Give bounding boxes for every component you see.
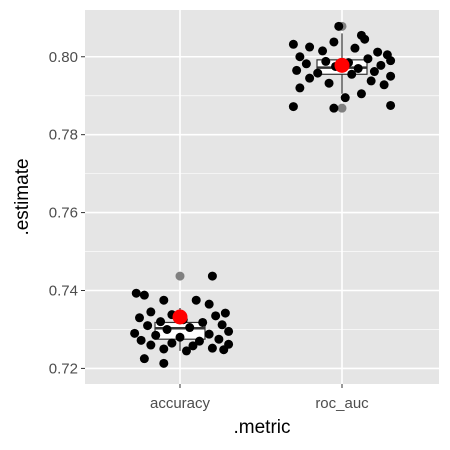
data-point xyxy=(214,334,224,344)
mean-point xyxy=(172,309,188,325)
data-point xyxy=(185,323,195,333)
plot-panel xyxy=(85,10,439,384)
data-point xyxy=(356,89,366,99)
data-point xyxy=(207,271,217,281)
data-point xyxy=(159,295,169,305)
data-point xyxy=(136,335,146,345)
data-point xyxy=(340,93,350,103)
data-point xyxy=(211,311,221,321)
data-point xyxy=(204,329,214,339)
data-point xyxy=(151,330,161,340)
data-point xyxy=(220,308,230,318)
y-tick-label: 0.72 xyxy=(49,360,78,377)
x-axis: accuracy roc_auc xyxy=(150,384,369,412)
data-point xyxy=(167,338,177,348)
data-point xyxy=(366,76,376,86)
data-point xyxy=(181,346,191,356)
data-point xyxy=(130,328,140,338)
data-point xyxy=(146,340,156,350)
y-tick-label: 0.76 xyxy=(49,205,78,222)
data-point xyxy=(363,54,373,64)
data-point xyxy=(175,332,185,342)
data-point xyxy=(194,336,204,346)
data-point xyxy=(217,320,227,330)
data-point xyxy=(219,345,229,355)
data-point xyxy=(329,103,339,113)
mean-markers xyxy=(172,57,350,325)
y-axis: 0.72 0.74 0.76 0.78 0.80 xyxy=(49,49,85,377)
data-point xyxy=(376,60,386,70)
data-point xyxy=(288,102,298,112)
data-point xyxy=(159,358,169,368)
outlier-point xyxy=(337,103,347,113)
data-point xyxy=(305,42,315,52)
data-point xyxy=(373,47,383,57)
data-point xyxy=(360,34,370,44)
data-point xyxy=(159,344,169,354)
data-point xyxy=(188,341,198,351)
data-point xyxy=(295,83,305,93)
data-point xyxy=(146,307,156,317)
data-point xyxy=(156,317,166,327)
outlier-point xyxy=(175,271,185,281)
y-tick-label: 0.80 xyxy=(49,49,78,66)
data-point xyxy=(288,39,298,49)
data-point xyxy=(198,317,208,327)
data-point xyxy=(305,73,315,83)
data-point xyxy=(386,100,396,110)
minor-gridlines xyxy=(85,95,439,330)
data-point xyxy=(369,67,379,77)
data-points xyxy=(130,21,396,368)
data-point xyxy=(135,313,144,323)
y-tick-label: 0.74 xyxy=(49,283,78,300)
data-point xyxy=(292,65,302,75)
data-point xyxy=(334,21,344,31)
data-point xyxy=(224,326,234,336)
data-point xyxy=(131,288,141,298)
data-point xyxy=(204,299,214,309)
data-point xyxy=(350,43,360,53)
data-point xyxy=(301,59,311,69)
data-point xyxy=(295,52,305,62)
data-point xyxy=(321,56,331,66)
x-tick-label: accuracy xyxy=(150,395,211,412)
data-point xyxy=(207,343,217,353)
data-point xyxy=(347,69,357,79)
data-point xyxy=(139,290,149,300)
data-point xyxy=(379,80,389,90)
y-axis-title: .estimate xyxy=(12,158,33,235)
mean-point xyxy=(334,57,350,73)
data-point xyxy=(386,56,396,66)
x-axis-title: .metric xyxy=(234,417,291,438)
data-point xyxy=(386,71,396,81)
data-point xyxy=(353,63,363,73)
x-tick-label: roc_auc xyxy=(315,395,369,412)
data-point xyxy=(313,68,323,78)
data-point xyxy=(324,78,334,88)
data-point xyxy=(318,46,328,56)
data-point xyxy=(139,354,149,364)
data-point xyxy=(191,295,201,305)
data-point xyxy=(143,321,153,331)
y-tick-label: 0.78 xyxy=(49,127,78,144)
data-point xyxy=(329,37,339,47)
data-point xyxy=(162,324,172,334)
